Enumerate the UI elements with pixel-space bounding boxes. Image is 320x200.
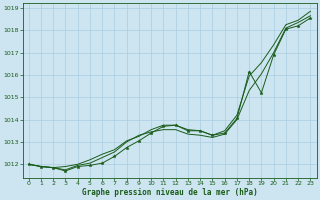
X-axis label: Graphe pression niveau de la mer (hPa): Graphe pression niveau de la mer (hPa) (82, 188, 257, 197)
